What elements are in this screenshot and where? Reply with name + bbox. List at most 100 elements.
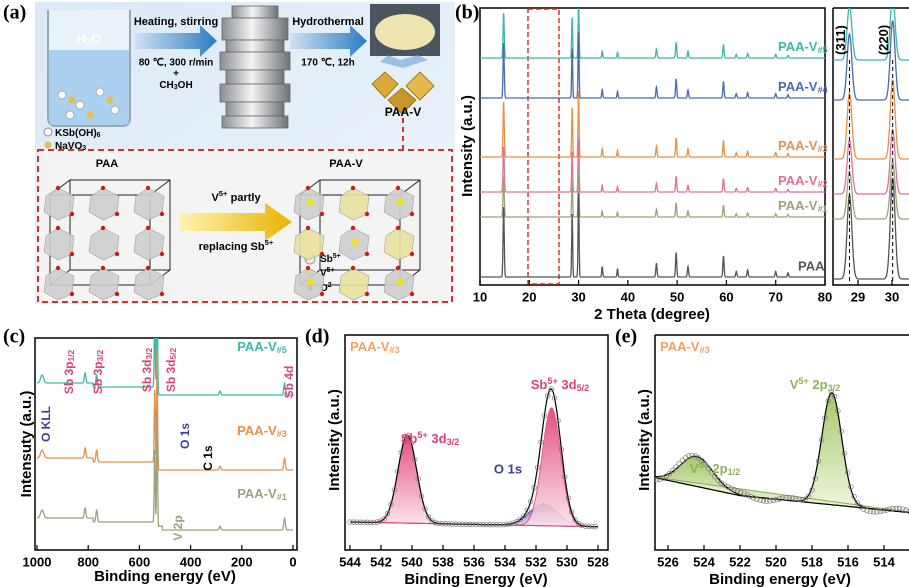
text-part: Sb 3p bbox=[91, 361, 105, 394]
x-tick-label: 536 bbox=[463, 554, 485, 569]
x-tick-label: 520 bbox=[765, 554, 787, 569]
series-label: PAA-V#5 bbox=[778, 39, 828, 54]
o-atom bbox=[101, 226, 105, 230]
text-part: 5/2 bbox=[577, 383, 590, 393]
x-tick-label: 528 bbox=[587, 554, 609, 569]
text-part: 5+ bbox=[265, 238, 274, 247]
axis-title: 2 Theta (degree) bbox=[594, 306, 710, 323]
text-part: 3d bbox=[558, 377, 577, 392]
label: Heating, stirring bbox=[134, 16, 218, 28]
text-part: 2p bbox=[809, 377, 828, 392]
text-part: Sb bbox=[531, 377, 548, 392]
series-label: PAA-V#5 bbox=[237, 339, 287, 354]
figure: (a)(b)(c)(d)(e)H2OHeating, stirring80 ℃,… bbox=[0, 0, 909, 587]
text-part: 3/2 bbox=[95, 350, 105, 362]
panel-label: (c) bbox=[3, 326, 25, 348]
x-tick-label: 10 bbox=[473, 289, 487, 304]
text-part: #1 bbox=[817, 204, 827, 214]
fit-peak bbox=[350, 408, 598, 527]
o-atom bbox=[146, 266, 150, 270]
o-atom bbox=[365, 252, 369, 256]
text-part: Sb 3d bbox=[140, 359, 154, 392]
peak-label: O KLL bbox=[39, 406, 53, 442]
o-atom bbox=[410, 212, 414, 216]
text-part: 3/2 bbox=[144, 348, 154, 360]
text-part: PAA-V bbox=[660, 339, 700, 354]
axis-title: Binding energy (eV) bbox=[709, 571, 851, 587]
text-part: Sb 3p bbox=[62, 361, 76, 394]
o-atom bbox=[70, 252, 74, 256]
crystal-structure bbox=[294, 180, 420, 300]
x-tick-label: 1000 bbox=[23, 554, 52, 569]
text-part: PAA-V bbox=[778, 138, 818, 153]
plot-frame bbox=[655, 335, 909, 550]
text-part: 5+ bbox=[798, 376, 808, 386]
text-part: V bbox=[690, 461, 699, 476]
x-tick-label: 40 bbox=[621, 289, 635, 304]
axis-title: Intensity (a.u.) bbox=[326, 389, 343, 491]
x-tick-label: 524 bbox=[693, 554, 715, 569]
x-tick-label: 0 bbox=[289, 554, 296, 569]
text-part: partly bbox=[228, 192, 262, 204]
series-label: PAA-V#3 bbox=[237, 423, 287, 438]
text-part: 5+ bbox=[698, 460, 708, 470]
text-part: OH bbox=[178, 80, 193, 91]
text-part: #2 bbox=[817, 179, 827, 189]
plane-label: (220) bbox=[876, 25, 891, 55]
o-atom bbox=[410, 292, 414, 296]
axis-title: Intensity (a.u.) bbox=[459, 95, 476, 197]
x-tick-label: 518 bbox=[801, 554, 823, 569]
text-part: V bbox=[790, 377, 799, 392]
panel-label: (e) bbox=[615, 326, 637, 348]
panel-label: (d) bbox=[305, 326, 329, 348]
text-part: replacing Sb bbox=[199, 241, 265, 253]
series-label: PAA-V#1 bbox=[778, 198, 828, 213]
o-atom bbox=[365, 212, 369, 216]
text-part: #5 bbox=[277, 345, 287, 355]
series-label: PAA-V#2 bbox=[778, 173, 828, 188]
x-tick-label: 522 bbox=[729, 554, 751, 569]
o-atom bbox=[410, 252, 414, 256]
xps-fit bbox=[648, 391, 909, 518]
text-part: 3 bbox=[82, 145, 86, 152]
o-atom bbox=[146, 226, 150, 230]
text-part: NaVO bbox=[55, 141, 82, 152]
peak-label: Sb 3d3/2 bbox=[140, 348, 154, 393]
o-atom bbox=[70, 292, 74, 296]
crystal-structure bbox=[44, 180, 170, 300]
label: KSb(OH)6 bbox=[55, 128, 101, 139]
peak-label: O 1s bbox=[178, 423, 192, 449]
text-part: #3 bbox=[699, 345, 709, 355]
label: NaVO3 bbox=[55, 141, 86, 152]
sample-label: PAA-V#3 bbox=[660, 339, 710, 354]
x-tick-label: 80 bbox=[818, 289, 832, 304]
o-atom bbox=[351, 266, 355, 270]
text-part: 5+ bbox=[547, 376, 557, 386]
text-part: PAA-V bbox=[778, 173, 818, 188]
panel-label: (a) bbox=[3, 2, 26, 24]
peak-label: Sb 3p3/2 bbox=[91, 350, 105, 395]
text-part: #3 bbox=[817, 144, 827, 154]
sample-label: PAA-V#3 bbox=[350, 339, 400, 354]
x-tick-label: 60 bbox=[719, 289, 733, 304]
text-part: Sb 3d bbox=[164, 359, 178, 392]
text-part: PAA-V bbox=[237, 423, 277, 438]
text-part: #3 bbox=[277, 429, 287, 439]
xrd-curve bbox=[480, 138, 825, 192]
series-label: PAA-V#4 bbox=[778, 79, 829, 94]
label: + bbox=[173, 69, 179, 80]
peak-label: C 1s bbox=[201, 445, 215, 471]
series-label: PAA-V#3 bbox=[778, 138, 828, 153]
o-atom bbox=[56, 186, 60, 190]
text-part: O bbox=[91, 31, 101, 46]
peak-label: Sb5+ 3d3/2 bbox=[401, 430, 459, 446]
x-tick-label: 29 bbox=[851, 289, 865, 304]
zoom-box bbox=[528, 9, 559, 284]
text-part: H bbox=[77, 31, 86, 46]
x-tick-label: 526 bbox=[657, 554, 679, 569]
o-atom bbox=[320, 252, 324, 256]
label: 80 ℃, 300 r/min bbox=[139, 58, 214, 69]
text-part: PAA-V bbox=[778, 198, 818, 213]
o-atom bbox=[115, 252, 119, 256]
xrd-curve bbox=[480, 32, 825, 98]
